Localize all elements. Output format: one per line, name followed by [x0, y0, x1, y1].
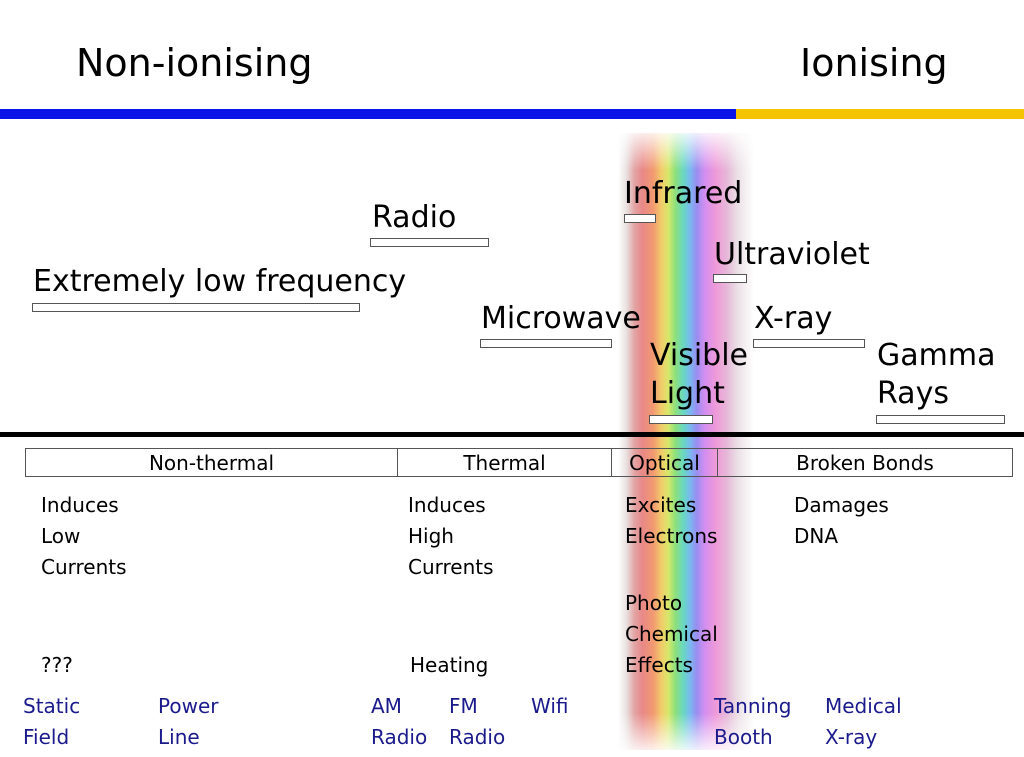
- application-line: Booth: [714, 725, 773, 749]
- application-line: FM: [449, 694, 478, 718]
- band-label-elf: Extremely low frequency: [33, 264, 407, 299]
- effect-line: DNA: [794, 524, 839, 548]
- application-line: AM: [371, 694, 402, 718]
- application-line: Static: [23, 694, 81, 718]
- non-ionising-bar: [0, 109, 736, 119]
- band-range-gamma: [876, 415, 1005, 424]
- spectrum-axis-line: [0, 432, 1024, 437]
- non-ionising-heading: Non-ionising: [76, 41, 313, 85]
- category-optical: Optical: [612, 449, 718, 476]
- effect-line: High: [408, 524, 454, 548]
- application-wifi: Wifi: [531, 694, 569, 718]
- band-range-ultraviolet: [713, 274, 747, 283]
- band-label-visible-2: Light: [650, 376, 725, 411]
- effect-thermal: Induces High Currents: [408, 490, 494, 583]
- band-range-xray: [753, 339, 865, 348]
- band-label-ultraviolet: Ultraviolet: [714, 237, 870, 272]
- band-range-visible: [649, 415, 713, 424]
- ionising-heading: Ionising: [800, 41, 948, 85]
- band-range-elf: [32, 303, 360, 312]
- effect-line: Electrons: [625, 524, 718, 548]
- application-line: Field: [23, 725, 70, 749]
- effect-line: Effects: [625, 653, 693, 677]
- effect-damages-dna: Damages DNA: [794, 490, 889, 552]
- effect-line: Low: [41, 524, 81, 548]
- effect-line: Excites: [625, 493, 697, 517]
- band-range-microwave: [480, 339, 612, 348]
- application-line: Medical: [825, 694, 902, 718]
- effect-line: Damages: [794, 493, 889, 517]
- category-broken-bonds: Broken Bonds: [796, 450, 934, 475]
- effect-non-thermal: Induces Low Currents: [41, 490, 127, 583]
- effect-unknown: ???: [41, 653, 73, 677]
- effect-photochemical: Photo Chemical Effects: [625, 588, 718, 681]
- effect-line: Currents: [41, 555, 127, 579]
- band-label-visible-1: Visible: [650, 338, 748, 373]
- application-power-line: Power Line: [158, 691, 218, 753]
- effect-line: Induces: [41, 493, 119, 517]
- application-am-radio: AM Radio: [371, 691, 427, 753]
- effect-heating: Heating: [410, 653, 489, 677]
- ionising-bar: [736, 109, 1024, 119]
- application-static-field: Static Field: [23, 691, 80, 753]
- effect-excites-electrons: Excites Electrons: [625, 490, 717, 552]
- effect-line: Chemical: [625, 622, 718, 646]
- application-line: Line: [158, 725, 200, 749]
- band-label-infrared: Infrared: [624, 176, 743, 211]
- application-line: X-ray: [825, 725, 878, 749]
- application-tanning-booth: Tanning Booth: [714, 691, 791, 753]
- effect-line: Currents: [408, 555, 494, 579]
- application-line: Radio: [449, 725, 506, 749]
- band-range-infrared: [624, 214, 656, 223]
- band-range-radio: [370, 238, 489, 247]
- band-label-xray: X-ray: [754, 301, 833, 336]
- category-thermal: Thermal: [398, 449, 612, 476]
- band-label-gamma-2: Rays: [877, 376, 949, 411]
- application-line: Power: [158, 694, 219, 718]
- application-line: Radio: [371, 725, 428, 749]
- effect-line: Induces: [408, 493, 486, 517]
- band-label-microwave: Microwave: [481, 301, 641, 336]
- effect-category-row: Non-thermal Thermal Optical Broken Bonds: [25, 448, 1013, 477]
- application-fm-radio: FM Radio: [449, 691, 505, 753]
- band-label-gamma-1: Gamma: [877, 338, 996, 373]
- application-line: Tanning: [714, 694, 792, 718]
- application-medical-xray: Medical X-ray: [825, 691, 902, 753]
- band-label-radio: Radio: [372, 200, 457, 235]
- effect-line: Photo: [625, 591, 683, 615]
- category-non-thermal: Non-thermal: [26, 449, 398, 476]
- visible-spectrum-gradient: [618, 133, 754, 750]
